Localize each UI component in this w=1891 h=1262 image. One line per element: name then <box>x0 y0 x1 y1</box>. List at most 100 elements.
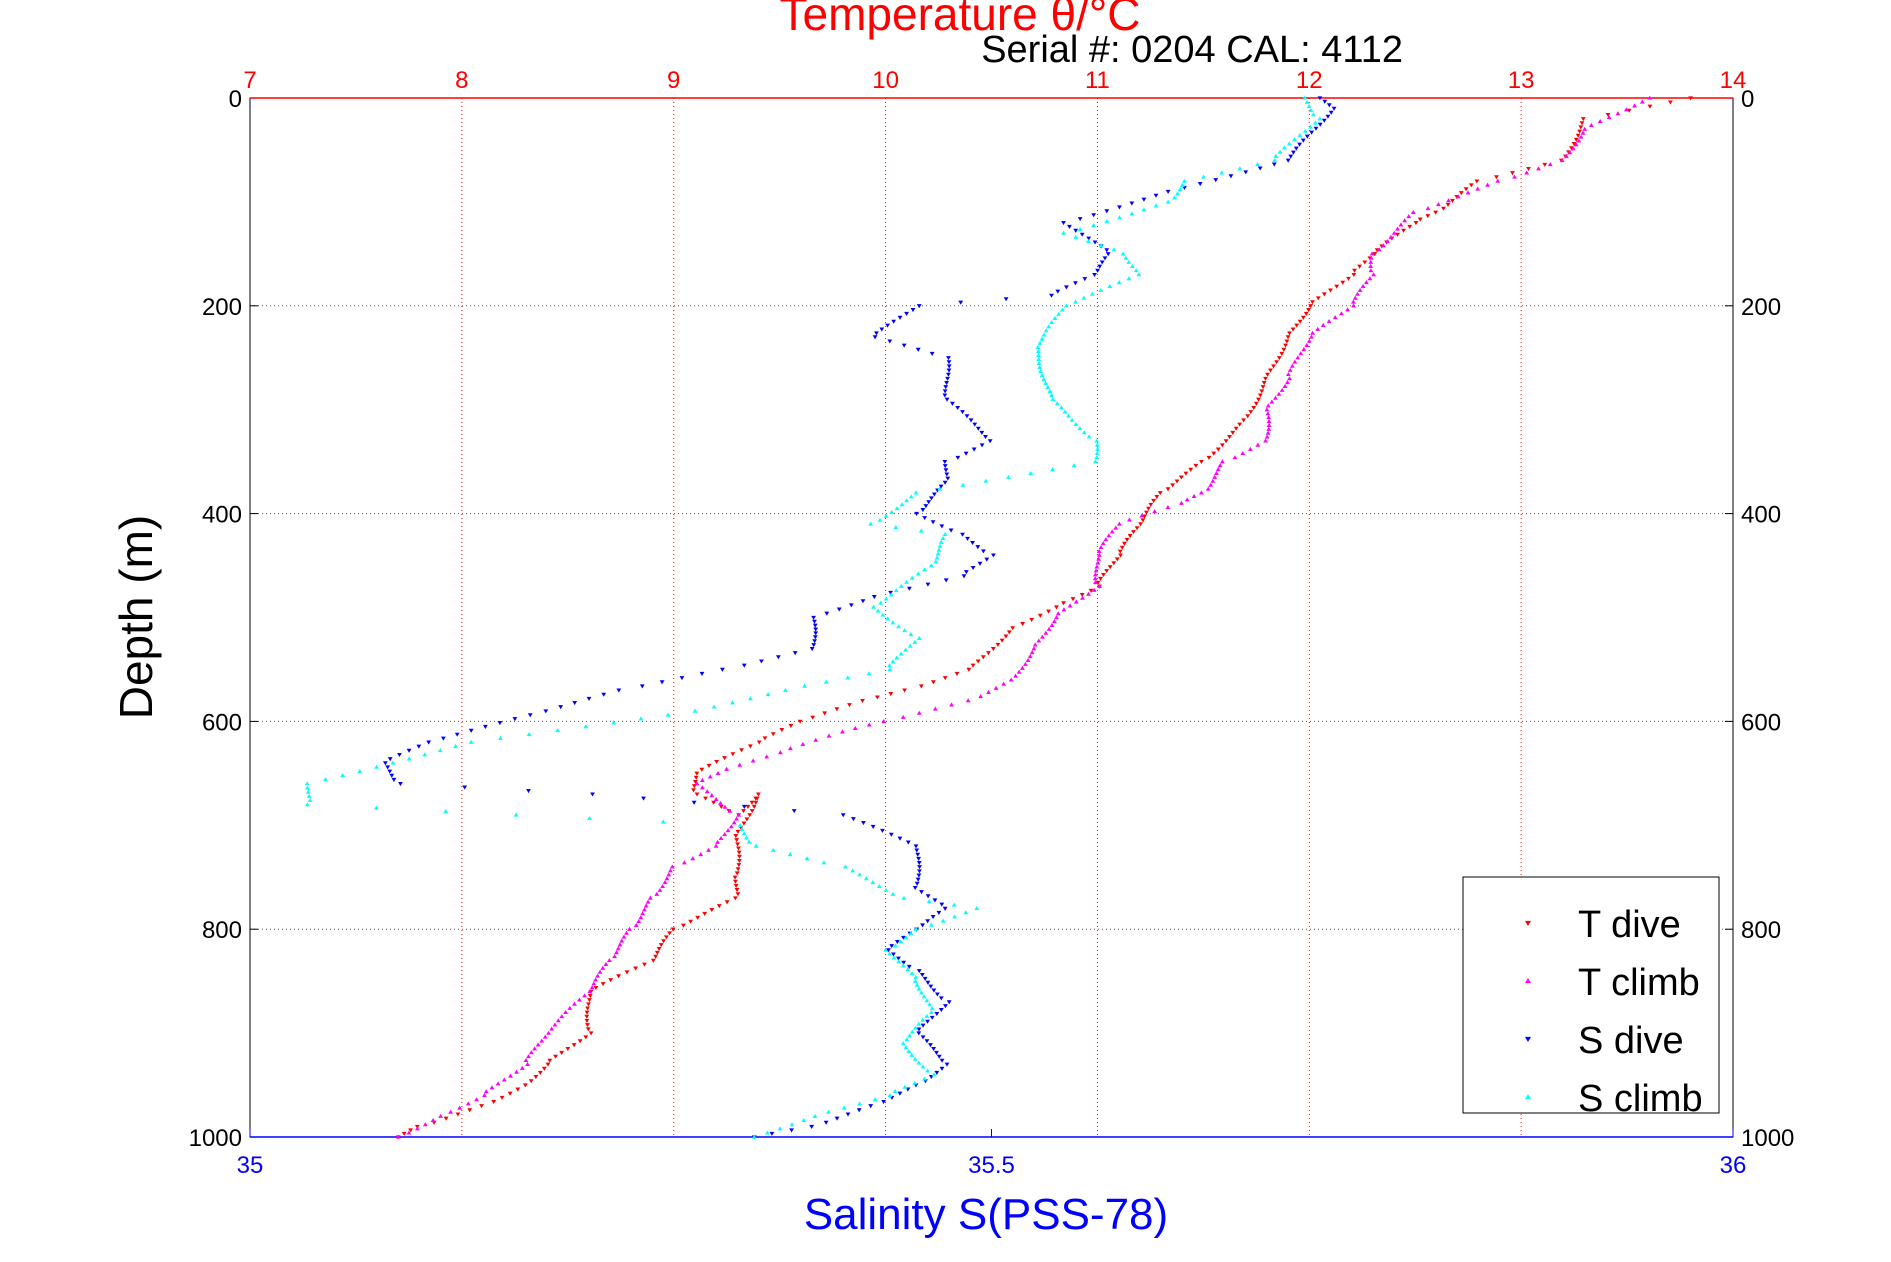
data-point <box>1165 189 1171 194</box>
data-point <box>1073 421 1079 426</box>
data-point <box>968 418 974 423</box>
data-point <box>1302 128 1308 133</box>
data-point <box>751 1134 757 1139</box>
data-point <box>888 832 894 837</box>
data-point <box>1306 338 1312 343</box>
data-point <box>943 385 949 390</box>
data-point <box>1188 467 1194 472</box>
data-point <box>1257 166 1263 171</box>
data-point <box>1309 130 1315 135</box>
data-point <box>1104 569 1110 574</box>
data-point <box>900 963 906 968</box>
data-point <box>890 891 896 896</box>
data-point <box>1463 187 1469 192</box>
data-point <box>1441 206 1446 211</box>
data-point <box>850 868 856 873</box>
data-point <box>919 890 924 895</box>
data-point <box>611 720 617 725</box>
data-point <box>909 970 915 976</box>
data-point <box>1368 255 1374 260</box>
data-point <box>398 782 403 787</box>
data-point <box>467 1108 473 1113</box>
data-point <box>304 802 310 807</box>
data-point <box>1352 268 1357 273</box>
data-point <box>943 468 949 473</box>
data-point <box>939 902 945 907</box>
data-point <box>426 740 432 745</box>
data-point <box>541 1066 547 1071</box>
data-point <box>1054 401 1060 406</box>
data-point <box>894 506 900 511</box>
data-point <box>765 691 771 697</box>
y-axis-label: Depth (m) <box>110 515 162 719</box>
data-point <box>887 667 893 672</box>
data-point <box>887 951 893 956</box>
data-point <box>647 895 653 900</box>
data-point <box>928 1009 934 1014</box>
data-point <box>1077 217 1083 222</box>
data-point <box>943 1004 948 1009</box>
data-point <box>660 819 666 824</box>
data-point <box>811 615 816 620</box>
data-point <box>1395 226 1400 231</box>
data-point <box>1290 150 1296 155</box>
data-point <box>719 667 725 672</box>
data-point <box>938 484 944 489</box>
data-point <box>754 796 760 801</box>
data-point <box>931 1047 937 1052</box>
data-point <box>667 931 672 936</box>
data-point <box>942 480 948 485</box>
data-point <box>1315 326 1321 331</box>
data-point <box>893 588 899 593</box>
data-point <box>788 723 794 728</box>
axes: 0 0 200 200 400 400 600 600 800 800 1000 1000 7 8 9 10 1… <box>189 67 1795 1179</box>
x-top-tick-label: 12 <box>1296 67 1323 94</box>
data-point <box>747 744 753 749</box>
data-point <box>1052 315 1058 320</box>
data-point <box>960 410 965 415</box>
data-point <box>879 327 885 332</box>
data-point <box>457 1105 463 1110</box>
data-point <box>987 439 993 444</box>
data-point <box>624 930 629 935</box>
data-point <box>1036 352 1041 358</box>
data-point <box>1285 158 1291 163</box>
data-point <box>823 1120 829 1125</box>
data-point <box>1401 228 1406 233</box>
series-s-dive <box>382 96 1337 1140</box>
data-point <box>1049 392 1055 397</box>
data-point <box>603 961 609 966</box>
data-point <box>922 1076 927 1081</box>
data-point <box>1041 376 1047 382</box>
data-point <box>1233 426 1239 431</box>
data-point <box>1313 120 1318 125</box>
data-point <box>928 1043 933 1048</box>
data-point <box>788 746 793 751</box>
data-point <box>1098 576 1103 581</box>
data-point <box>1282 145 1287 150</box>
data-point <box>963 570 969 575</box>
data-point <box>913 926 919 931</box>
data-point <box>1294 323 1300 328</box>
data-point <box>624 970 630 975</box>
data-point <box>374 764 380 769</box>
data-point <box>944 472 950 477</box>
data-point <box>942 393 948 398</box>
data-point <box>1368 268 1374 273</box>
data-point <box>923 504 929 509</box>
data-point <box>1120 251 1126 256</box>
data-point <box>1020 665 1025 670</box>
data-point <box>1045 384 1051 390</box>
data-point <box>1063 303 1069 308</box>
data-point <box>1413 221 1419 226</box>
data-point <box>1094 442 1100 447</box>
data-point <box>1495 178 1501 183</box>
y-tick-label-left: 0 <box>229 86 242 113</box>
data-point <box>1269 399 1275 404</box>
y-tick-label-left: 400 <box>202 502 242 529</box>
data-point <box>1101 572 1106 578</box>
x-top-tick-label: 7 <box>243 67 256 94</box>
data-point <box>1425 205 1431 211</box>
data-point <box>1138 522 1143 527</box>
data-point <box>1317 116 1323 121</box>
